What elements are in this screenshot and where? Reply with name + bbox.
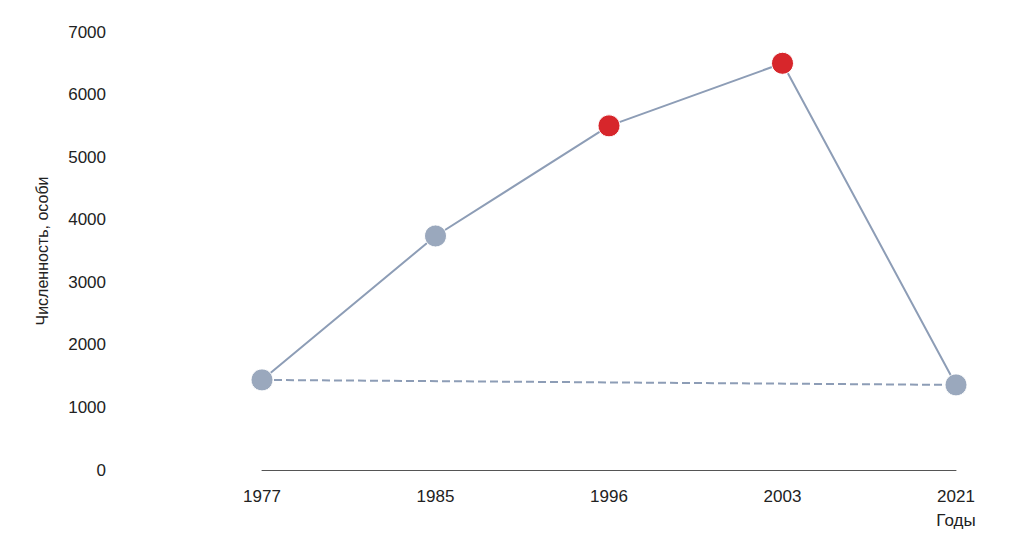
svg-text:1000: 1000: [68, 398, 106, 417]
svg-text:7000: 7000: [68, 23, 106, 42]
svg-text:6000: 6000: [68, 85, 106, 104]
svg-text:2021: 2021: [937, 487, 975, 506]
svg-text:0: 0: [97, 461, 106, 480]
svg-text:2000: 2000: [68, 335, 106, 354]
svg-text:5000: 5000: [68, 148, 106, 167]
svg-text:1996: 1996: [590, 487, 628, 506]
svg-text:3000: 3000: [68, 273, 106, 292]
svg-text:Годы: Годы: [936, 511, 975, 530]
svg-text:1985: 1985: [417, 487, 455, 506]
svg-text:1977: 1977: [243, 487, 281, 506]
svg-text:4000: 4000: [68, 210, 106, 229]
svg-text:Численность, особи: Численность, особи: [34, 176, 51, 325]
svg-text:2003: 2003: [764, 487, 802, 506]
